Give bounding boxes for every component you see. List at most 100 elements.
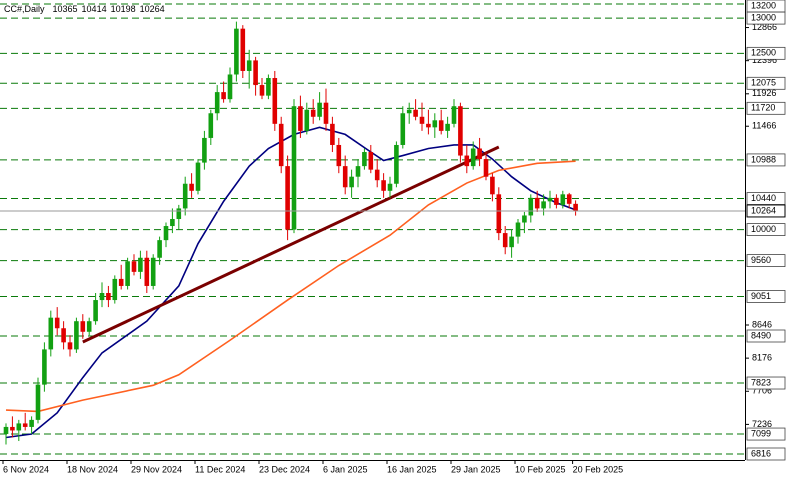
- candle-body: [387, 183, 393, 191]
- level-label: 9560: [751, 255, 771, 265]
- level-label: 10988: [751, 154, 776, 164]
- candle-body: [406, 109, 412, 114]
- candle-body: [246, 60, 252, 71]
- x-tick-label: 29 Nov 2024: [131, 464, 182, 474]
- level-box: [746, 290, 786, 303]
- x-tick-label: 11 Dec 2024: [195, 464, 245, 474]
- candle-body: [573, 203, 578, 211]
- level-label: 12500: [751, 48, 776, 58]
- candle-body: [35, 384, 41, 420]
- candle-body: [22, 423, 28, 427]
- candle-body: [355, 166, 361, 177]
- candle-body: [298, 106, 303, 131]
- candle-body: [413, 109, 418, 117]
- level-box: [746, 46, 786, 60]
- candle-body: [285, 166, 290, 230]
- candle-body: [547, 197, 553, 202]
- level-label: 7823: [751, 377, 771, 387]
- candle-body: [157, 240, 162, 258]
- candle-body: [74, 321, 79, 350]
- candle-body: [477, 148, 482, 160]
- candle-body: [10, 426, 15, 431]
- level-box: [746, 76, 786, 90]
- moving-average: [5, 126, 576, 439]
- y-tick-label: 7236: [752, 419, 772, 429]
- candle-body: [464, 155, 470, 167]
- candle-body: [419, 116, 425, 124]
- candle-body: [125, 261, 130, 286]
- y-tick-label: 7706: [752, 386, 772, 396]
- current-price-box: [746, 204, 786, 218]
- candle-body: [330, 123, 335, 145]
- candle-body: [451, 106, 457, 124]
- candle-body: [291, 106, 297, 230]
- y-tick-label: 11926: [752, 88, 776, 98]
- candle-body: [272, 78, 278, 124]
- level-box: [746, 101, 786, 115]
- candle-body: [515, 222, 521, 237]
- candle-body: [490, 176, 495, 195]
- candle-body: [266, 78, 271, 96]
- candle-body: [170, 218, 175, 227]
- candle-body: [349, 176, 354, 188]
- candle-body: [48, 317, 54, 350]
- symbol: CC#,Daily 10365 10414 10198 10264: [4, 4, 165, 14]
- y-tick-label: 8176: [752, 353, 772, 363]
- candle-body: [438, 120, 444, 131]
- candle-body: [304, 109, 310, 131]
- y-tick-label: 11466: [752, 121, 776, 131]
- level-box: [746, 11, 786, 25]
- candle-body: [278, 123, 284, 167]
- candle-body: [195, 162, 201, 191]
- candle-body: [99, 293, 105, 301]
- candle-body: [150, 257, 156, 286]
- candle-body: [86, 321, 92, 332]
- candle-body: [445, 123, 450, 131]
- level-box: [746, 376, 786, 390]
- candle-body: [118, 278, 124, 286]
- level-label: 8490: [751, 330, 771, 340]
- candle-body: [253, 60, 258, 86]
- level-box: [746, 254, 786, 267]
- level-box: [746, 329, 786, 343]
- candle-body: [374, 169, 380, 181]
- x-tick-label: 23 Dec 2024: [259, 464, 310, 474]
- candle-body: [221, 92, 226, 100]
- candle-body: [61, 328, 66, 343]
- candle-body: [29, 419, 34, 427]
- candle-body: [227, 74, 233, 100]
- x-tick-label: 6 Jan 2025: [323, 464, 368, 474]
- candle-body: [317, 102, 322, 117]
- candle-body: [182, 183, 188, 209]
- candle-body: [163, 226, 169, 241]
- candle-body: [80, 321, 86, 332]
- candle-body: [458, 106, 463, 156]
- candle-body: [259, 85, 265, 96]
- candle-body: [432, 120, 438, 128]
- trendline: [82, 145, 500, 344]
- y-tick-label: 8646: [752, 319, 772, 329]
- level-label: 10440: [751, 193, 776, 203]
- candle-body: [470, 148, 476, 167]
- level-label: 6816: [751, 448, 771, 458]
- candle-body: [112, 278, 118, 301]
- candle-body: [240, 28, 246, 71]
- candle-body: [323, 102, 329, 124]
- x-tick-label: 16 Jan 2025: [387, 464, 437, 474]
- candle-body: [502, 233, 508, 248]
- candle-body: [541, 201, 546, 209]
- candle-body: [16, 423, 22, 431]
- y-tick-label: 12396: [752, 55, 777, 65]
- candle-body: [234, 28, 239, 75]
- candle-body: [144, 257, 150, 286]
- level-label: 9051: [751, 291, 771, 301]
- candle-body: [368, 152, 374, 170]
- last-close: 10264: [140, 4, 165, 14]
- candle-body: [138, 257, 143, 272]
- candle-body: [496, 194, 502, 234]
- candle-body: [310, 109, 316, 117]
- candle-body: [54, 317, 60, 329]
- candle-body: [522, 215, 527, 223]
